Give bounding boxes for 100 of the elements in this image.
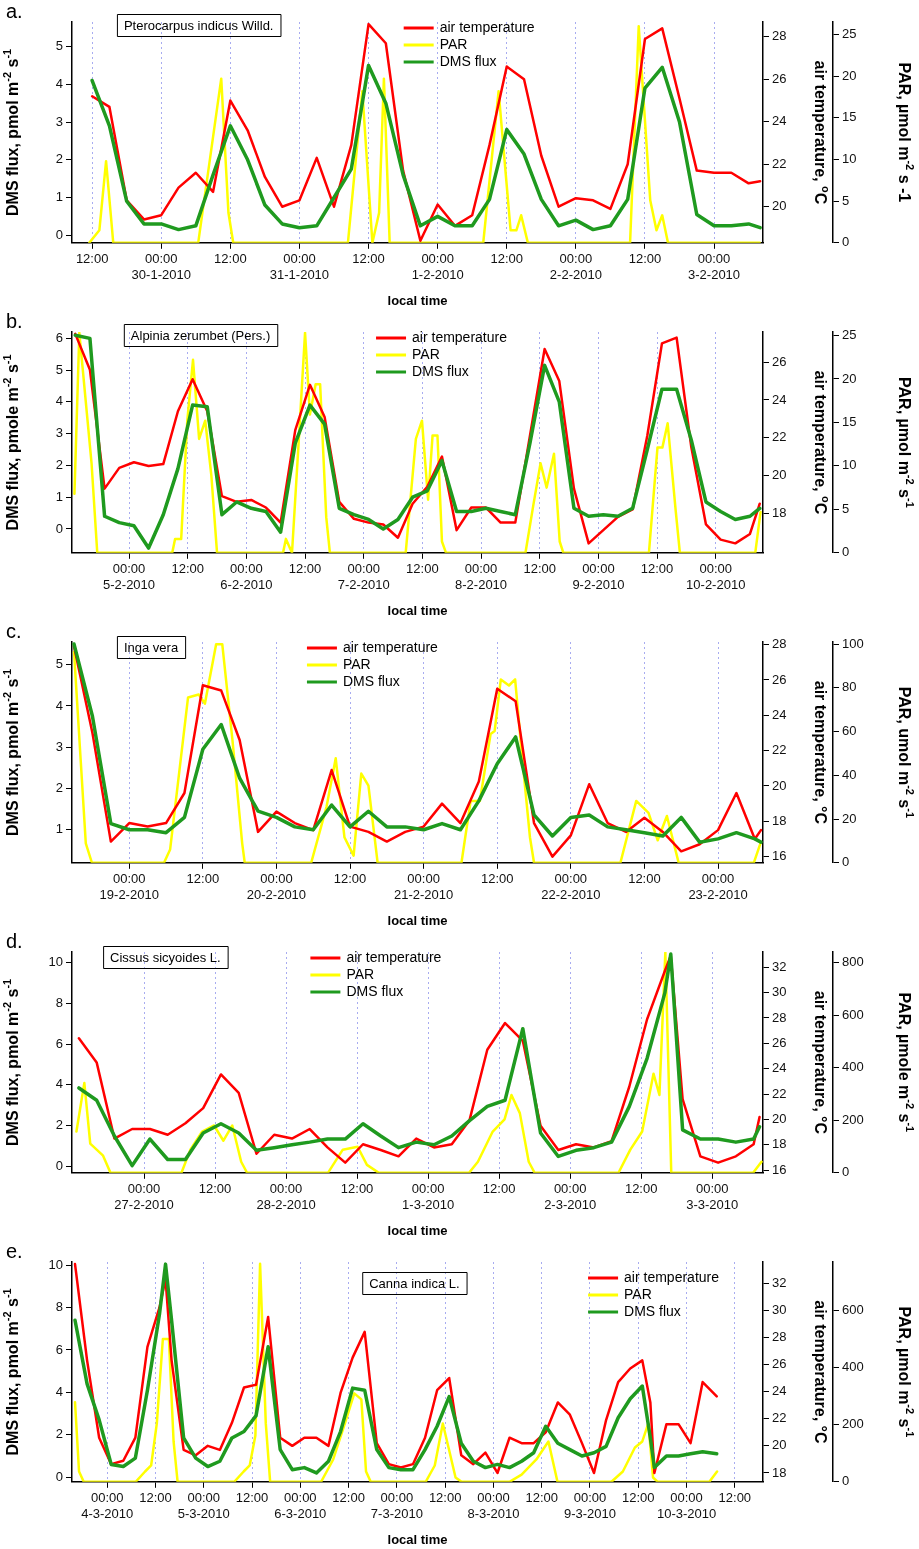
y-tick-label: 3 bbox=[55, 425, 63, 441]
y2-tick-label: 28 bbox=[772, 1328, 787, 1344]
y-tick-label: 2 bbox=[55, 457, 63, 473]
y-axis-title: DMS flux, pmol m-2 s-1 bbox=[0, 1288, 22, 1456]
y2-tick-label: 26 bbox=[772, 1356, 787, 1372]
x-tick-label: 00:00 8-2-2010 bbox=[455, 561, 508, 592]
x-tick-label: 12:00 bbox=[186, 871, 220, 887]
y3-tick-label: 5 bbox=[842, 192, 850, 208]
x-tick-label: 12:00 bbox=[628, 871, 661, 887]
x-tick-label: 12:00 bbox=[624, 1181, 658, 1197]
y3-axis-title: PAR, µmole m-2 s-1 bbox=[895, 992, 917, 1133]
x-tick-label: 00:00 22-2-2010 bbox=[541, 871, 601, 902]
y-tick-label: 0 bbox=[55, 520, 63, 536]
x-axis-title: local time bbox=[387, 292, 448, 308]
y-tick-label: 0 bbox=[55, 1158, 63, 1174]
x-tick-label: 00:00 3-3-2010 bbox=[686, 1181, 739, 1212]
x-tick-label: 00:00 31-1-2010 bbox=[269, 251, 330, 282]
x-tick-label: 12:00 bbox=[523, 561, 556, 577]
x-axis-title: local time bbox=[387, 602, 448, 618]
legend-label: air temperature bbox=[412, 328, 508, 345]
y3-tick-label: 0 bbox=[842, 1164, 850, 1180]
y-tick-label: 0 bbox=[55, 226, 63, 242]
y2-tick-label: 24 bbox=[772, 113, 787, 129]
x-tick-label: 00:00 27-2-2010 bbox=[114, 1181, 174, 1212]
x-tick-label: 12:00 bbox=[406, 561, 439, 577]
legend-label: air temperature bbox=[439, 18, 535, 35]
x-tick-label: 00:00 10-3-2010 bbox=[656, 1490, 717, 1521]
x-tick-label: 12:00 bbox=[235, 1490, 269, 1506]
y3-tick-label: 60 bbox=[842, 723, 857, 739]
y3-tick-label: 200 bbox=[842, 1416, 864, 1432]
y3-tick-label: 600 bbox=[842, 1006, 864, 1022]
x-tick-label: 00:00 6-2-2010 bbox=[220, 561, 273, 592]
x-tick-label: 00:00 10-2-2010 bbox=[686, 561, 746, 592]
y3-tick-label: 0 bbox=[842, 854, 850, 870]
y2-tick-label: 20 bbox=[772, 1111, 787, 1127]
legend-label: PAR bbox=[624, 1285, 652, 1302]
y2-tick-label: 20 bbox=[772, 198, 787, 214]
y-tick-label: 4 bbox=[55, 1076, 63, 1092]
x-tick-label: 00:00 8-3-2010 bbox=[467, 1490, 520, 1521]
x-tick-label: 00:00 4-3-2010 bbox=[81, 1490, 134, 1521]
legend-label: DMS flux bbox=[412, 362, 469, 379]
annotation: Canna indica L. bbox=[369, 1275, 460, 1291]
y2-tick-label: 22 bbox=[772, 742, 787, 758]
annotation: Inga vera bbox=[123, 639, 179, 655]
legend-label: DMS flux bbox=[342, 672, 400, 689]
y2-tick-label: 26 bbox=[772, 671, 787, 687]
chart-title: b. bbox=[6, 309, 23, 332]
y2-tick-label: 24 bbox=[772, 1060, 787, 1076]
y3-tick-label: 25 bbox=[842, 327, 857, 343]
y3-tick-label: 20 bbox=[842, 810, 857, 826]
x-axis-title: local time bbox=[387, 912, 448, 928]
y3-axis-title: PAR, µmol m-2 s -1 bbox=[895, 62, 917, 203]
y-tick-label: 3 bbox=[55, 738, 63, 754]
y3-tick-label: 0 bbox=[842, 544, 850, 560]
legend-label: air temperature bbox=[624, 1268, 720, 1285]
y-tick-label: 2 bbox=[55, 151, 63, 167]
y-tick-label: 1 bbox=[55, 488, 63, 504]
y-tick-label: 0 bbox=[55, 1468, 63, 1484]
y2-tick-label: 32 bbox=[772, 958, 787, 974]
y2-tick-label: 30 bbox=[772, 1301, 787, 1317]
x-tick-label: 00:00 3-2-2010 bbox=[688, 251, 741, 282]
x-tick-label: 12:00 bbox=[333, 871, 367, 887]
y-tick-label: 6 bbox=[55, 329, 63, 345]
y-tick-label: 5 bbox=[55, 38, 63, 54]
x-tick-label: 12:00 bbox=[171, 561, 204, 577]
chart-title: e. bbox=[6, 1239, 23, 1262]
x-tick-label: 00:00 21-2-2010 bbox=[393, 871, 454, 902]
y-tick-label: 5 bbox=[55, 361, 63, 377]
x-tick-label: 00:00 2-2-2010 bbox=[549, 251, 602, 282]
x-tick-label: 12:00 bbox=[490, 251, 524, 267]
y2-tick-label: 28 bbox=[772, 1009, 787, 1025]
y-tick-label: 4 bbox=[55, 1383, 63, 1399]
x-tick-label: 12:00 bbox=[628, 251, 662, 267]
y3-tick-label: 400 bbox=[842, 1059, 864, 1075]
y-tick-label: 1 bbox=[55, 821, 63, 837]
y3-tick-label: 200 bbox=[842, 1111, 864, 1127]
y3-tick-label: 20 bbox=[842, 370, 857, 386]
y2-tick-label: 20 bbox=[772, 777, 787, 793]
x-tick-label: 00:00 30-1-2010 bbox=[131, 251, 191, 282]
legend-label: PAR bbox=[439, 35, 468, 52]
x-tick-label: 12:00 bbox=[718, 1490, 752, 1506]
y-tick-label: 3 bbox=[55, 113, 63, 129]
x-tick-label: 12:00 bbox=[525, 1490, 558, 1506]
x-tick-label: 00:00 9-2-2010 bbox=[572, 561, 625, 592]
legend-label: PAR bbox=[342, 655, 371, 672]
y-tick-label: 6 bbox=[55, 1035, 63, 1051]
y3-tick-label: 20 bbox=[842, 67, 857, 83]
chart-title: d. bbox=[6, 929, 23, 952]
y-axis-title: DMS flux, pmol m-2 s-1 bbox=[0, 48, 22, 216]
x-tick-label: 12:00 bbox=[340, 1181, 374, 1197]
x-tick-label: 12:00 bbox=[288, 561, 322, 577]
x-tick-label: 00:00 5-2-2010 bbox=[103, 561, 156, 592]
y2-tick-label: 20 bbox=[772, 1437, 787, 1453]
y2-tick-label: 32 bbox=[772, 1274, 787, 1290]
y-tick-label: 2 bbox=[55, 1426, 63, 1442]
y2-tick-label: 16 bbox=[772, 848, 787, 864]
y2-tick-label: 18 bbox=[772, 1464, 787, 1480]
annotation: Cissus sicyoides L. bbox=[110, 949, 221, 965]
y2-tick-label: 22 bbox=[772, 1410, 787, 1426]
y2-tick-label: 24 bbox=[772, 1383, 787, 1399]
